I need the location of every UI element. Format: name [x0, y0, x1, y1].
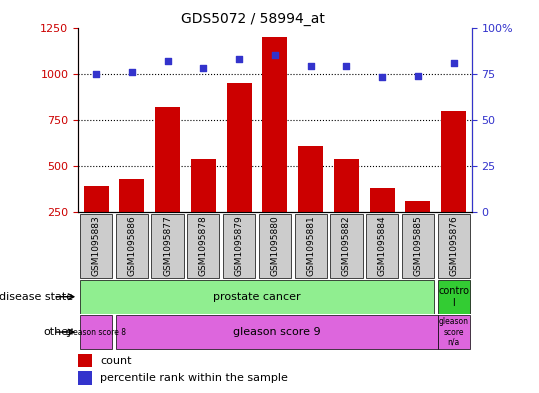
- Point: [92, 70, 100, 77]
- Text: GSM1095877: GSM1095877: [163, 215, 172, 276]
- Point: [235, 56, 244, 62]
- Bar: [119, 179, 144, 258]
- Bar: [80, 315, 112, 349]
- Text: GSM1095876: GSM1095876: [449, 215, 458, 276]
- Text: disease state: disease state: [0, 292, 73, 302]
- Text: GSM1095879: GSM1095879: [234, 215, 244, 276]
- Text: other: other: [43, 327, 73, 337]
- Point: [342, 63, 351, 70]
- Text: GSM1095881: GSM1095881: [306, 215, 315, 276]
- Text: GSM1095880: GSM1095880: [271, 215, 279, 276]
- Bar: [366, 213, 398, 278]
- Text: contro
l: contro l: [438, 286, 469, 307]
- Text: GSM1095884: GSM1095884: [378, 215, 386, 276]
- Point: [450, 59, 458, 66]
- Text: prostate cancer: prostate cancer: [213, 292, 301, 302]
- Bar: [187, 213, 219, 278]
- Bar: [84, 186, 108, 258]
- Bar: [226, 83, 252, 258]
- Point: [378, 74, 386, 81]
- Text: GDS5072 / 58994_at: GDS5072 / 58994_at: [182, 12, 325, 26]
- Bar: [151, 213, 184, 278]
- Bar: [370, 188, 395, 258]
- Text: GSM1095878: GSM1095878: [199, 215, 208, 276]
- Text: GSM1095885: GSM1095885: [413, 215, 423, 276]
- Text: gleason
score
n/a: gleason score n/a: [439, 317, 469, 347]
- Bar: [259, 213, 291, 278]
- Bar: [438, 315, 470, 349]
- Bar: [438, 280, 470, 314]
- Text: gleason score 9: gleason score 9: [233, 327, 321, 337]
- Bar: [78, 354, 92, 367]
- Bar: [334, 159, 359, 258]
- Point: [163, 58, 172, 64]
- Bar: [298, 146, 323, 258]
- Point: [128, 69, 136, 75]
- Bar: [262, 37, 287, 258]
- Bar: [78, 371, 92, 385]
- Point: [306, 63, 315, 70]
- Bar: [191, 159, 216, 258]
- Bar: [155, 107, 180, 258]
- Bar: [402, 213, 434, 278]
- Bar: [223, 213, 255, 278]
- Bar: [116, 213, 148, 278]
- Point: [413, 72, 422, 79]
- Point: [271, 52, 279, 58]
- Bar: [80, 213, 112, 278]
- Bar: [441, 110, 466, 258]
- Bar: [295, 213, 327, 278]
- Point: [199, 65, 208, 71]
- Text: gleason score 8: gleason score 8: [66, 328, 126, 336]
- Text: GSM1095883: GSM1095883: [92, 215, 101, 276]
- Bar: [438, 213, 470, 278]
- Bar: [330, 213, 363, 278]
- Bar: [405, 201, 431, 258]
- Text: GSM1095886: GSM1095886: [127, 215, 136, 276]
- Bar: [116, 315, 438, 349]
- Text: GSM1095882: GSM1095882: [342, 215, 351, 276]
- Text: percentile rank within the sample: percentile rank within the sample: [100, 373, 288, 384]
- Text: count: count: [100, 356, 132, 366]
